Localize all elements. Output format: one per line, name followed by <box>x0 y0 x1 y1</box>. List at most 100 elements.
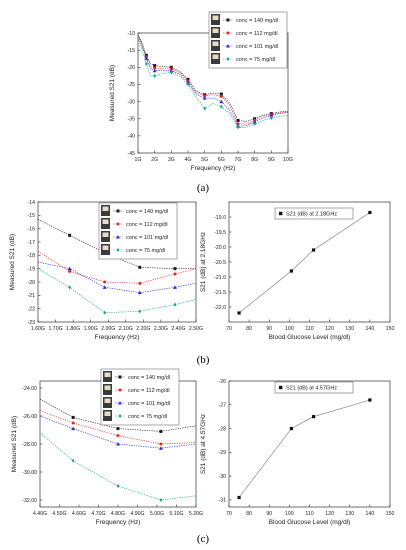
y-tick-label: -20 <box>128 65 136 71</box>
data-point <box>269 113 274 117</box>
y-tick-label: -31 <box>219 498 227 504</box>
meter-screen-icon <box>102 245 109 250</box>
legend-label: conc = 101 mg/dl <box>128 401 170 407</box>
x-tick-label: 4.50G <box>52 511 66 517</box>
data-point <box>144 56 149 61</box>
legend-marker <box>226 57 230 61</box>
y-tick-label: -28.00 <box>22 442 37 448</box>
legend-marker <box>116 248 120 252</box>
x-tick-label: 1.90G <box>84 326 98 332</box>
x-tick-label: 2G <box>151 157 158 163</box>
x-tick-label: 2.00G <box>101 326 115 332</box>
x-tick-label: 140 <box>366 511 375 517</box>
data-point <box>202 96 207 100</box>
x-tick-label: 2.30G <box>154 326 168 332</box>
data-point <box>144 53 148 57</box>
y-tick-label: -15 <box>28 213 36 219</box>
x-tick-label: 100 <box>285 511 294 517</box>
legend-marker <box>118 401 122 405</box>
data-point <box>173 272 177 276</box>
y-tick-label: -20.0 <box>214 245 226 251</box>
data-point <box>186 82 190 87</box>
x-tick-label: 3G <box>168 157 175 163</box>
x-tick-label: 140 <box>366 326 375 332</box>
data-point <box>289 426 293 431</box>
x-axis-label: Frequency (Hz) <box>95 334 140 341</box>
y-tick-label: -20.5 <box>214 260 226 266</box>
legend-label: conc = 75 mg/dl <box>126 248 165 254</box>
data-point <box>269 116 273 121</box>
data-point <box>116 442 120 446</box>
x-tick-label: 2.20G <box>136 326 150 332</box>
data-point <box>368 398 372 402</box>
meter-screen-icon <box>212 54 219 59</box>
legend-box <box>274 381 354 394</box>
y-tick-label: -21.5 <box>214 290 226 296</box>
y-tick-label: -15 <box>128 48 136 54</box>
y-tick-label: -19.0 <box>214 215 226 221</box>
data-point <box>169 65 173 69</box>
data-point <box>159 442 163 446</box>
y-tick-label: -22.0 <box>214 305 226 311</box>
data-point <box>138 281 142 285</box>
data-point <box>186 77 190 81</box>
x-tick-label: 4.80G <box>111 511 125 517</box>
data-point <box>289 269 293 273</box>
data-point <box>153 66 157 70</box>
data-point <box>368 210 372 215</box>
data-point <box>68 233 72 237</box>
data-point <box>159 429 163 433</box>
y-tick-label: -27 <box>219 403 227 409</box>
x-axis-label: Blood Glucose Level (mg/dl) <box>269 519 351 526</box>
x-tick-label: 5G <box>201 157 208 163</box>
legend-marker <box>116 222 120 226</box>
meter-screen-icon <box>102 206 109 211</box>
plot-frame <box>228 201 391 323</box>
legend-marker <box>118 375 122 379</box>
data-point <box>237 495 241 500</box>
x-tick-label: 10G <box>283 157 293 163</box>
legend-label: S21 (dB) at 2.18GHz <box>286 212 337 218</box>
series-line <box>37 219 196 270</box>
legend-label: conc = 112 mg/dl <box>236 31 278 37</box>
x-tick-label: 110 <box>305 511 313 517</box>
data-point <box>158 446 163 450</box>
data-point <box>173 302 177 307</box>
meter-screen-icon <box>104 411 111 416</box>
y-tick-label: -23 <box>28 320 36 326</box>
y-tick-label: -26 <box>219 379 227 385</box>
data-point <box>144 61 148 66</box>
meter-screen-icon <box>104 385 111 390</box>
series-line <box>238 212 371 314</box>
x-tick-label: 1G <box>135 157 142 163</box>
data-point <box>138 265 142 269</box>
y-tick-label: -22 <box>28 306 36 312</box>
y-tick-label: -35 <box>128 117 136 123</box>
y-tick-label: -21 <box>28 293 36 299</box>
y-tick-label: -19.5 <box>214 230 226 236</box>
x-tick-label: 130 <box>345 326 354 332</box>
series-line <box>37 261 197 294</box>
legend-marker <box>116 209 120 213</box>
y-tick-label: -32.00 <box>22 498 37 504</box>
legend-box <box>98 202 178 260</box>
data-point <box>137 290 142 295</box>
x-tick-label: 2.10G <box>119 326 133 332</box>
x-tick-label: 1.60G <box>31 326 45 332</box>
x-axis-label: Frequency (Hz) <box>96 519 141 526</box>
y-axis-label: Measured S21 (dB) <box>9 234 16 290</box>
x-tick-label: 4.40G <box>33 511 47 517</box>
legend-marker <box>226 44 230 48</box>
meter-screen-icon <box>212 28 219 33</box>
data-point <box>153 73 157 78</box>
y-axis-label: Measured S21 (dB) <box>11 416 18 472</box>
x-tick-label: 7G <box>235 157 242 163</box>
meter-screen-icon <box>104 372 111 377</box>
legend-marker <box>116 235 120 239</box>
data-point <box>173 267 177 271</box>
y-tick-label: -21.0 <box>214 275 226 281</box>
y-axis-label: Measured S21 (dB) <box>109 65 116 121</box>
x-tick-label: 8G <box>251 157 258 163</box>
chart-panel-b-right: -19.0 -19.5 -20.0 -20.5 -21.0 -21.5 -22.0 70 80 9… <box>200 201 394 341</box>
legend-marker <box>279 211 283 216</box>
